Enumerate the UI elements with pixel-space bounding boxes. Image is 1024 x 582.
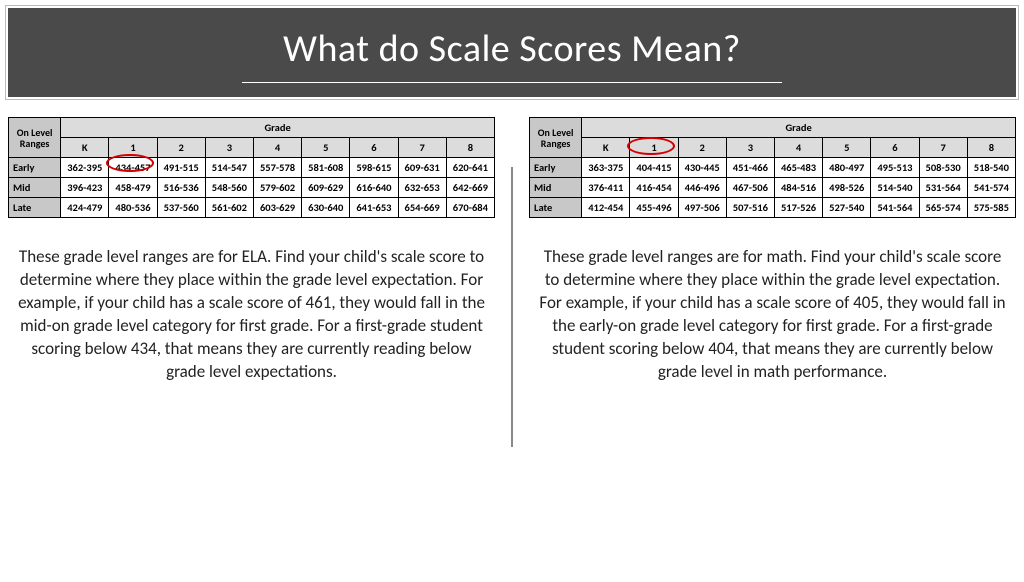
ela-header-grade: Grade xyxy=(61,118,495,138)
math-description: These grade level ranges are for math. F… xyxy=(529,246,1016,384)
ela-header-onlevel: On Level Ranges xyxy=(9,118,61,158)
ela-table: On Level Ranges Grade K 1 2 3 4 5 6 7 8 … xyxy=(8,117,495,218)
math-header-onlevel: On Level Ranges xyxy=(530,118,582,158)
table-row: Early 363-375 404-415 430-445 451-466 46… xyxy=(530,158,1016,178)
ela-description: These grade level ranges are for ELA. Fi… xyxy=(8,246,495,384)
table-row: Early 362-395 434-457 491-515 514-547 55… xyxy=(9,158,495,178)
math-table: On Level Ranges Grade K 1 2 3 4 5 6 7 8 … xyxy=(529,117,1016,218)
table-row: Mid 376-411 416-454 446-496 467-506 484-… xyxy=(530,178,1016,198)
ela-column: On Level Ranges Grade K 1 2 3 4 5 6 7 8 … xyxy=(8,117,495,447)
math-grade-row: K 1 2 3 4 5 6 7 8 xyxy=(530,138,1016,158)
ela-grade-row: K 1 2 3 4 5 6 7 8 xyxy=(9,138,495,158)
math-header-grade: Grade xyxy=(582,118,1016,138)
content-area: On Level Ranges Grade K 1 2 3 4 5 6 7 8 … xyxy=(0,105,1024,447)
title-underline xyxy=(242,82,782,83)
title-bar: What do Scale Scores Mean? xyxy=(6,6,1018,99)
table-row: Mid 396-423 458-479 516-536 548-560 579-… xyxy=(9,178,495,198)
table-row: Late 424-479 480-536 537-560 561-602 603… xyxy=(9,198,495,218)
table-row: Late 412-454 455-496 497-506 507-516 517… xyxy=(530,198,1016,218)
column-divider xyxy=(511,167,513,447)
page-title: What do Scale Scores Mean? xyxy=(8,26,1016,72)
math-column: On Level Ranges Grade K 1 2 3 4 5 6 7 8 … xyxy=(529,117,1016,447)
